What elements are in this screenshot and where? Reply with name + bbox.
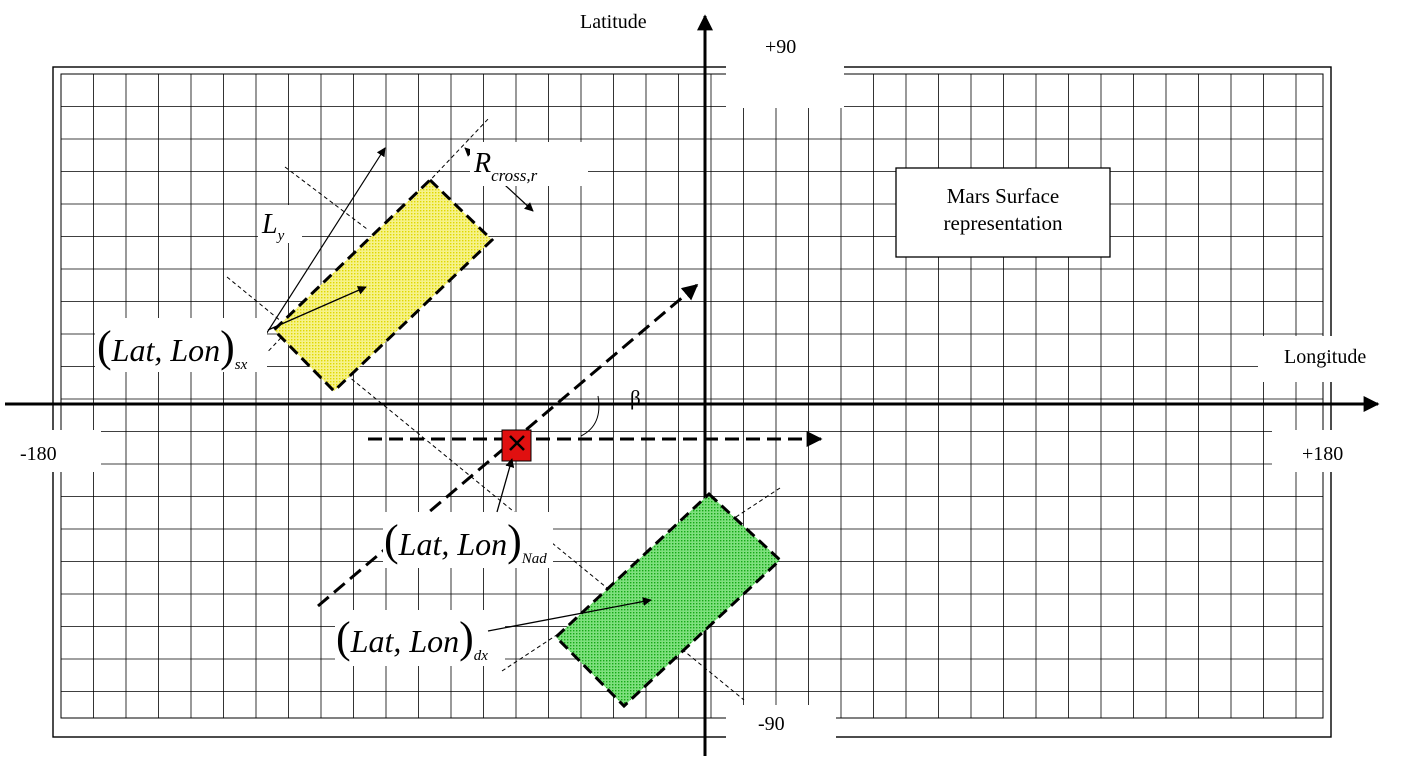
label-bg-latitude (560, 2, 680, 42)
nad-label: (Lat, Lon)Nad (384, 516, 547, 567)
legend-box (895, 167, 1111, 258)
label-bg-bottom (726, 705, 836, 750)
nadir-cross-icon (509, 435, 525, 451)
x-min-label: -180 (20, 443, 57, 465)
rcross-label-bg (470, 142, 588, 186)
beta-label: β (630, 386, 641, 410)
dx-footprint (553, 491, 783, 709)
outer-frame (52, 66, 1332, 738)
label-bg-right (1272, 430, 1413, 472)
dx-pointer-arrow (487, 597, 652, 632)
label-bg-top (726, 60, 844, 108)
nad-pointer-arrow (496, 458, 515, 513)
dx-label-bg (335, 610, 505, 666)
x-max-label: +180 (1302, 443, 1343, 465)
y-axis-title: Latitude (580, 11, 647, 33)
sx-footprint (271, 177, 495, 394)
beta-arc (580, 395, 600, 437)
ly-label-bg (258, 205, 302, 243)
sx-pointer-arrow (267, 286, 367, 331)
legend-line-1: Mars Surface (947, 184, 1060, 208)
label-bg-left (0, 430, 101, 472)
label-bg-longitude (1258, 336, 1413, 382)
rcross-label: Rcross,r (473, 148, 538, 185)
y-min-label: -90 (758, 713, 785, 735)
nadir-point (501, 429, 532, 462)
inner-frame (60, 73, 1324, 719)
x-axis-title: Longitude (1284, 346, 1366, 368)
dx-label: (Lat, Lon)dx (336, 613, 488, 664)
y-max-label: +90 (765, 36, 796, 58)
sx-label-bg (95, 318, 267, 372)
nad-label-bg (383, 512, 553, 568)
ly-label: Ly (261, 209, 285, 244)
ly-dimension-arrow (246, 147, 386, 365)
legend-line-2: representation (944, 211, 1063, 235)
sx-label: (Lat, Lon)sx (97, 322, 248, 373)
